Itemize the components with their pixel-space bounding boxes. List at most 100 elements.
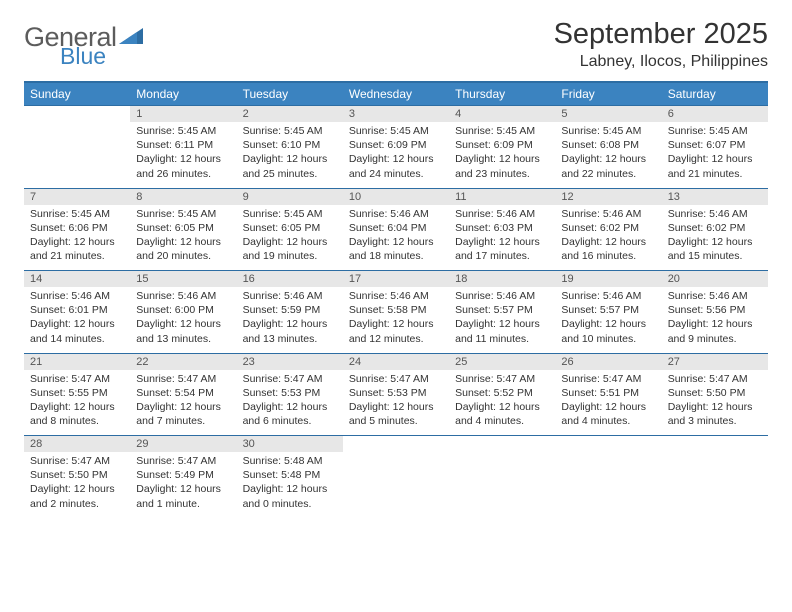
day-number bbox=[555, 436, 661, 453]
daylight-text: Daylight: 12 hours and 4 minutes. bbox=[561, 400, 655, 428]
weekday-header: Wednesday bbox=[343, 82, 449, 106]
sunset-text: Sunset: 5:56 PM bbox=[668, 303, 762, 317]
daylight-text: Daylight: 12 hours and 21 minutes. bbox=[668, 152, 762, 180]
daylight-text: Daylight: 12 hours and 11 minutes. bbox=[455, 317, 549, 345]
sunset-text: Sunset: 6:01 PM bbox=[30, 303, 124, 317]
day-number: 18 bbox=[449, 271, 555, 288]
day-number bbox=[24, 106, 130, 123]
sunset-text: Sunset: 5:50 PM bbox=[30, 468, 124, 482]
weekday-header: Tuesday bbox=[237, 82, 343, 106]
day-content-row: Sunrise: 5:45 AM Sunset: 6:06 PM Daylight:… bbox=[24, 205, 768, 271]
day-cell: Sunrise: 5:45 AMSunset: 6:09 PMDaylight:… bbox=[343, 122, 449, 188]
day-number: 24 bbox=[343, 353, 449, 370]
daylight-text: Daylight: 12 hours and 25 minutes. bbox=[243, 152, 337, 180]
weekday-header: Saturday bbox=[662, 82, 768, 106]
day-cell: Sunrise: 5:47 AMSunset: 5:52 PMDaylight:… bbox=[449, 370, 555, 436]
weekday-header: Monday bbox=[130, 82, 236, 106]
day-number: 2 bbox=[237, 106, 343, 123]
day-number: 30 bbox=[237, 436, 343, 453]
sunset-text: Sunset: 5:48 PM bbox=[243, 468, 337, 482]
daylight-text: Daylight: 12 hours and 19 minutes. bbox=[243, 235, 337, 263]
day-cell: Sunrise: 5:46 AMSunset: 6:02 PMDaylight:… bbox=[662, 205, 768, 271]
sunrise-text: Sunrise: 5:46 AM bbox=[668, 207, 762, 221]
day-cell: Sunrise: 5:47 AMSunset: 5:50 PMDaylight:… bbox=[662, 370, 768, 436]
day-number: 8 bbox=[130, 188, 236, 205]
day-number: 26 bbox=[555, 353, 661, 370]
weekday-header-row: SundayMondayTuesdayWednesdayThursdayFrid… bbox=[24, 82, 768, 106]
day-cell: Sunrise: 5:46 AMSunset: 5:56 PMDaylight:… bbox=[662, 287, 768, 353]
day-number: 22 bbox=[130, 353, 236, 370]
day-number: 5 bbox=[555, 106, 661, 123]
daylight-text: Daylight: 12 hours and 0 minutes. bbox=[243, 482, 337, 510]
day-cell: Sunrise: 5:45 AMSunset: 6:06 PMDaylight:… bbox=[24, 205, 130, 271]
daylight-text: Daylight: 12 hours and 8 minutes. bbox=[30, 400, 124, 428]
sunset-text: Sunset: 5:53 PM bbox=[349, 386, 443, 400]
sunrise-text: Sunrise: 5:46 AM bbox=[455, 207, 549, 221]
day-number: 10 bbox=[343, 188, 449, 205]
sunset-text: Sunset: 6:03 PM bbox=[455, 221, 549, 235]
sunrise-text: Sunrise: 5:46 AM bbox=[243, 289, 337, 303]
sunset-text: Sunset: 5:54 PM bbox=[136, 386, 230, 400]
daylight-text: Daylight: 12 hours and 1 minute. bbox=[136, 482, 230, 510]
sunset-text: Sunset: 6:07 PM bbox=[668, 138, 762, 152]
daylight-text: Daylight: 12 hours and 20 minutes. bbox=[136, 235, 230, 263]
day-number: 25 bbox=[449, 353, 555, 370]
daylight-text: Daylight: 12 hours and 24 minutes. bbox=[349, 152, 443, 180]
day-number: 21 bbox=[24, 353, 130, 370]
sunset-text: Sunset: 5:53 PM bbox=[243, 386, 337, 400]
sunrise-text: Sunrise: 5:46 AM bbox=[349, 207, 443, 221]
day-cell: Sunrise: 5:46 AMSunset: 6:02 PMDaylight:… bbox=[555, 205, 661, 271]
day-number bbox=[343, 436, 449, 453]
sunrise-text: Sunrise: 5:46 AM bbox=[455, 289, 549, 303]
sunrise-text: Sunrise: 5:45 AM bbox=[136, 124, 230, 138]
sunrise-text: Sunrise: 5:46 AM bbox=[30, 289, 124, 303]
sunset-text: Sunset: 6:09 PM bbox=[455, 138, 549, 152]
day-number: 6 bbox=[662, 106, 768, 123]
sunset-text: Sunset: 5:58 PM bbox=[349, 303, 443, 317]
daylight-text: Daylight: 12 hours and 22 minutes. bbox=[561, 152, 655, 180]
sunset-text: Sunset: 5:50 PM bbox=[668, 386, 762, 400]
daylight-text: Daylight: 12 hours and 17 minutes. bbox=[455, 235, 549, 263]
sunrise-text: Sunrise: 5:47 AM bbox=[30, 372, 124, 386]
day-cell: Sunrise: 5:47 AMSunset: 5:49 PMDaylight:… bbox=[130, 452, 236, 518]
daylight-text: Daylight: 12 hours and 7 minutes. bbox=[136, 400, 230, 428]
daylight-text: Daylight: 12 hours and 9 minutes. bbox=[668, 317, 762, 345]
day-number: 4 bbox=[449, 106, 555, 123]
day-cell: Sunrise: 5:48 AMSunset: 5:48 PMDaylight:… bbox=[237, 452, 343, 518]
daylight-text: Daylight: 12 hours and 12 minutes. bbox=[349, 317, 443, 345]
sunset-text: Sunset: 6:06 PM bbox=[30, 221, 124, 235]
sunrise-text: Sunrise: 5:47 AM bbox=[243, 372, 337, 386]
day-cell: Sunrise: 5:45 AMSunset: 6:08 PMDaylight:… bbox=[555, 122, 661, 188]
day-number: 20 bbox=[662, 271, 768, 288]
day-number: 28 bbox=[24, 436, 130, 453]
sunset-text: Sunset: 6:08 PM bbox=[561, 138, 655, 152]
sunrise-text: Sunrise: 5:47 AM bbox=[30, 454, 124, 468]
day-cell bbox=[662, 452, 768, 518]
day-cell: Sunrise: 5:46 AMSunset: 6:04 PMDaylight:… bbox=[343, 205, 449, 271]
day-cell bbox=[24, 122, 130, 188]
sunrise-text: Sunrise: 5:45 AM bbox=[455, 124, 549, 138]
day-number: 16 bbox=[237, 271, 343, 288]
daylight-text: Daylight: 12 hours and 5 minutes. bbox=[349, 400, 443, 428]
sunset-text: Sunset: 6:02 PM bbox=[561, 221, 655, 235]
day-content-row: Sunrise: 5:47 AMSunset: 5:55 PMDaylight:… bbox=[24, 370, 768, 436]
day-cell: Sunrise: 5:47 AMSunset: 5:51 PMDaylight:… bbox=[555, 370, 661, 436]
day-number: 27 bbox=[662, 353, 768, 370]
daylight-text: Daylight: 12 hours and 15 minutes. bbox=[668, 235, 762, 263]
sunrise-text: Sunrise: 5:45 AM bbox=[136, 207, 230, 221]
sunset-text: Sunset: 6:02 PM bbox=[668, 221, 762, 235]
day-cell: Sunrise: 5:45 AMSunset: 6:05 PMDaylight:… bbox=[130, 205, 236, 271]
logo: General Blue bbox=[24, 18, 145, 68]
sunset-text: Sunset: 6:10 PM bbox=[243, 138, 337, 152]
sunset-text: Sunset: 5:57 PM bbox=[561, 303, 655, 317]
logo-text-blue: Blue bbox=[60, 45, 145, 68]
day-number: 13 bbox=[662, 188, 768, 205]
day-cell: Sunrise: 5:47 AMSunset: 5:53 PMDaylight:… bbox=[343, 370, 449, 436]
day-content-row: Sunrise: 5:47 AMSunset: 5:50 PM Daylight:… bbox=[24, 452, 768, 518]
day-content-row: Sunrise: 5:45 AMSunset: 6:11 PMDaylight:… bbox=[24, 122, 768, 188]
day-cell bbox=[343, 452, 449, 518]
sunrise-text: Sunrise: 5:46 AM bbox=[561, 289, 655, 303]
sunset-text: Sunset: 6:11 PM bbox=[136, 138, 230, 152]
day-cell bbox=[449, 452, 555, 518]
daylight-text: Daylight: 12 hours and 16 minutes. bbox=[561, 235, 655, 263]
